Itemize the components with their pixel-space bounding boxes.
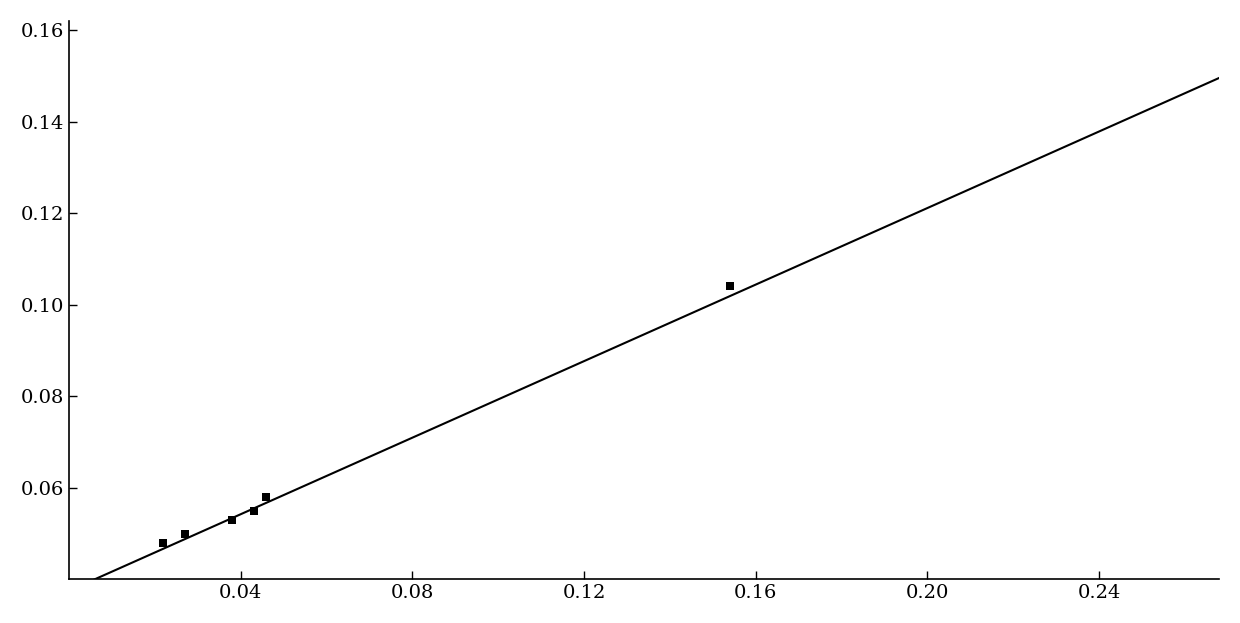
- Point: [257, 492, 277, 502]
- Point: [720, 282, 740, 292]
- Point: [222, 515, 242, 525]
- Point: [244, 506, 264, 516]
- Point: [154, 538, 174, 548]
- Point: [175, 528, 195, 538]
